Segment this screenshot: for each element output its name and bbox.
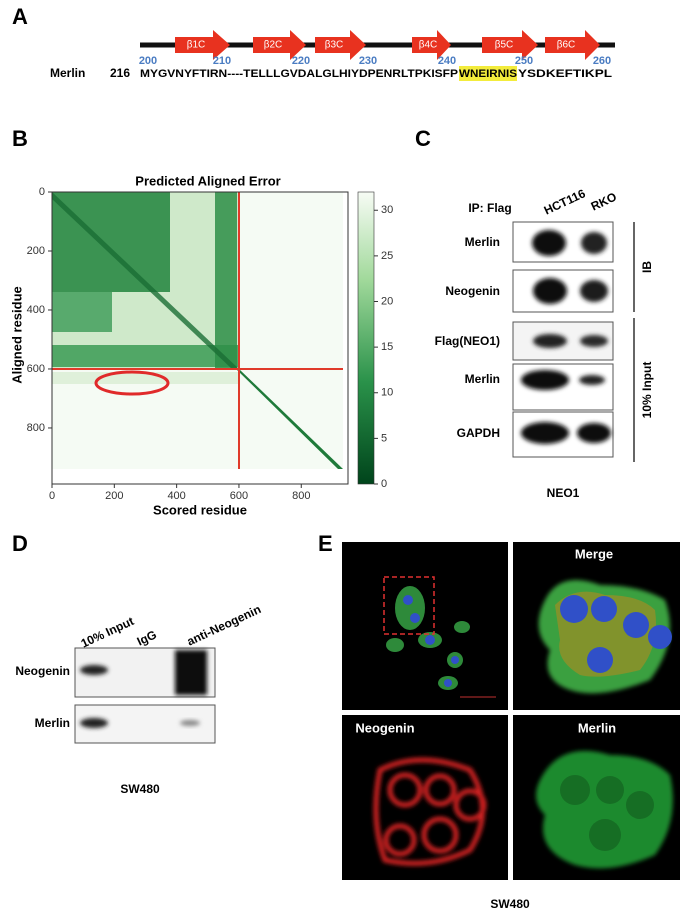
position-label: 230 (359, 55, 377, 67)
panel-label: A (12, 4, 28, 29)
lane-label: anti-Neogenin (185, 602, 263, 648)
highlight (459, 66, 517, 81)
colorbar-tick-label: 10 (381, 387, 393, 399)
y-tick-label: 400 (27, 304, 45, 316)
sequence: YSDKEFTIKPL (518, 68, 612, 80)
colorbar-tick-label: 25 (381, 250, 393, 262)
x-axis-label: Scored residue (153, 502, 247, 517)
sequence-highlight: WNEIRNIS (459, 68, 517, 80)
heatmap (52, 192, 348, 484)
micrographs (342, 542, 680, 880)
lane-label: RKO (589, 190, 619, 214)
protein-name: Merlin (50, 66, 85, 80)
x-tick-label: 800 (292, 490, 310, 502)
row-label: Merlin (35, 716, 70, 730)
strand-label: β3C (325, 40, 344, 51)
colorbar-tick-label: 5 (381, 432, 387, 444)
x-tick-label: 600 (230, 490, 248, 502)
y-tick-label: 600 (27, 363, 45, 375)
x-tick-label: 400 (167, 490, 185, 502)
lane-label: IgG (135, 627, 159, 648)
strand-label: β5C (495, 40, 514, 51)
colorbar-tick-label: 0 (381, 478, 387, 490)
y-axis-label: Aligned residue (9, 286, 24, 384)
row-label: Neogenin (445, 284, 500, 298)
image-label: Merge (575, 546, 613, 561)
footer: SW480 (490, 897, 530, 911)
input-label: 10% Input (640, 362, 654, 419)
position-label: 210 (213, 55, 231, 67)
position-label: 250 (515, 55, 533, 67)
panel-label: D (12, 531, 28, 556)
footer: SW480 (120, 782, 160, 796)
y-tick-label: 0 (39, 186, 45, 198)
start-residue: 216 (110, 66, 130, 80)
row-label: Merlin (465, 372, 500, 386)
y-tick-label: 200 (27, 245, 45, 257)
blots (512, 221, 635, 462)
position-label: 200 (139, 55, 157, 67)
x-tick-label: 0 (49, 490, 55, 502)
image-label: Merlin (578, 720, 616, 735)
panel-label: E (318, 531, 333, 556)
position-label: 220 (292, 55, 310, 67)
panel-label: C (415, 126, 431, 151)
ip-label: IP: Flag (468, 201, 511, 215)
chart-title: Predicted Aligned Error (135, 173, 280, 188)
sequence: MYGVNYFTIRN----TELLLGVDALGLHIYDPENRLTPKI… (140, 68, 458, 80)
lane-label: 10% Input (79, 614, 136, 651)
strand-label: β2C (264, 40, 283, 51)
row-label: GAPDH (457, 426, 500, 440)
ib-label: IB (640, 261, 654, 273)
footer: NEO1 (547, 486, 580, 500)
row-label: Merlin (465, 235, 500, 249)
strand-label: β1C (187, 40, 206, 51)
colorbar-tick-label: 15 (381, 341, 393, 353)
y-tick-label: 800 (27, 422, 45, 434)
x-tick-label: 200 (105, 490, 123, 502)
strand-label: β4C (419, 40, 438, 51)
colorbar (357, 191, 375, 485)
panel-label: B (12, 126, 28, 151)
strand-label: β6C (557, 40, 576, 51)
position-label: 240 (438, 55, 456, 67)
blots (74, 647, 216, 744)
position-label: 260 (593, 55, 611, 67)
colorbar-tick-label: 30 (381, 204, 393, 216)
row-label: Neogenin (15, 664, 70, 678)
plot-frame (51, 191, 349, 485)
image-label: Neogenin (355, 720, 414, 735)
lane-label: HCT116 (542, 186, 588, 217)
row-label: Flag(NEO1) (435, 334, 500, 348)
colorbar-tick-label: 20 (381, 295, 393, 307)
strand-arrows (175, 30, 600, 60)
